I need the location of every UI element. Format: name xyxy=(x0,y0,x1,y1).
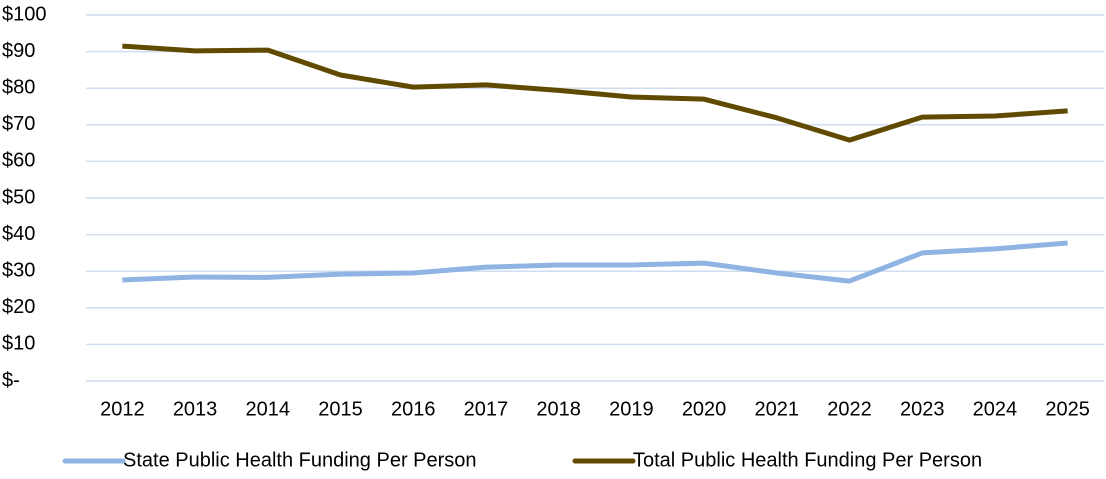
x-tick-label: 2020 xyxy=(682,398,727,420)
x-tick-label: 2019 xyxy=(609,398,654,420)
y-tick-label: $60 xyxy=(2,150,35,172)
x-tick-label: 2023 xyxy=(900,398,945,420)
x-tick-label: 2014 xyxy=(246,398,291,420)
x-tick-label: 2018 xyxy=(536,398,581,420)
y-tick-label: $70 xyxy=(2,113,35,135)
legend-label: Total Public Health Funding Per Person xyxy=(633,449,982,471)
x-tick-label: 2012 xyxy=(100,398,145,420)
x-tick-label: 2022 xyxy=(827,398,872,420)
series-line xyxy=(122,43,1068,143)
x-tick-label: 2015 xyxy=(318,398,363,420)
y-tick-label: $100 xyxy=(2,3,47,25)
x-tick-label: 2024 xyxy=(973,398,1018,420)
y-tick-label: $10 xyxy=(2,333,35,355)
y-tick-label: $40 xyxy=(2,223,35,245)
series-line xyxy=(122,240,1068,284)
x-tick-label: 2016 xyxy=(391,398,436,420)
legend-label: State Public Health Funding Per Person xyxy=(123,449,477,471)
y-tick-label: $90 xyxy=(2,40,35,62)
y-tick-label: $- xyxy=(2,369,20,391)
x-tick-label: 2013 xyxy=(173,398,218,420)
y-tick-label: $50 xyxy=(2,186,35,208)
x-tick-label: 2025 xyxy=(1045,398,1090,420)
x-tick-label: 2017 xyxy=(464,398,509,420)
y-tick-label: $80 xyxy=(2,76,35,98)
y-tick-label: $30 xyxy=(2,259,35,281)
y-tick-label: $20 xyxy=(2,296,35,318)
x-tick-label: 2021 xyxy=(755,398,800,420)
